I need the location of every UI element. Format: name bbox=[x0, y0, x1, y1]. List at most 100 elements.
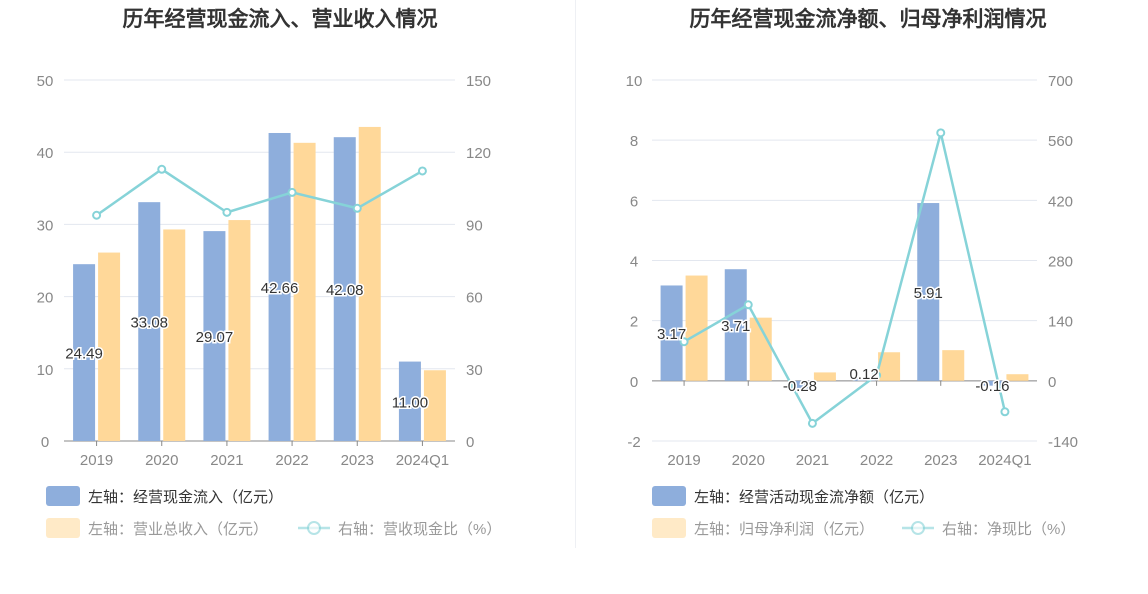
bar-data-label: 3.17 bbox=[657, 326, 686, 343]
line-point-2023 bbox=[936, 128, 946, 138]
legend: 左轴：经营现金流入（亿元） 左轴：营业总收入（亿元） 右轴：营收现金比（%） bbox=[46, 486, 501, 538]
x-axis-label: 2019 bbox=[667, 452, 700, 469]
x-axis-label: 2023 bbox=[924, 452, 957, 469]
left-axis-tick: 8 bbox=[630, 133, 638, 150]
bar-secondary-2020 bbox=[163, 229, 186, 441]
left-axis-tick: 20 bbox=[37, 290, 54, 307]
bar-primary-2019 bbox=[660, 285, 683, 381]
bar-secondary-2019 bbox=[98, 252, 121, 441]
bar-data-label: 3.71 bbox=[721, 318, 750, 335]
bar-primary-2022 bbox=[853, 377, 876, 381]
legend-label-primary: 左轴：经营现金流入（亿元） bbox=[88, 489, 283, 506]
chart-right: 历年经营现金流净额、归母净利润情况 -2 0 2 4 6 8 10 -140 0 140 280 420… bbox=[626, 7, 1078, 538]
right-axis-tick: 0 bbox=[466, 434, 474, 451]
line-series-ratio bbox=[683, 132, 1007, 426]
right-axis-tick: 30 bbox=[466, 362, 483, 379]
chart-panel-left: 历年经营现金流入、营业收入情况 0 10 20 30 40 50 0 30 60 90 120 150 2… bbox=[0, 0, 574, 589]
left-axis-tick: 40 bbox=[37, 145, 54, 162]
x-axis-label: 2020 bbox=[732, 452, 765, 469]
bar-secondary-2021 bbox=[228, 220, 251, 441]
right-axis-tick: 140 bbox=[1048, 314, 1073, 331]
legend-label-primary: 左轴：经营活动现金流净额（亿元） bbox=[694, 489, 934, 506]
bar-primary-2021 bbox=[788, 380, 811, 390]
right-axis-tick: 150 bbox=[466, 73, 491, 90]
bar-primary-2019 bbox=[73, 264, 96, 441]
x-axis-label: 2024Q1 bbox=[978, 452, 1031, 469]
line-point-2021 bbox=[807, 418, 817, 428]
bar-data-label: 42.08 bbox=[326, 282, 364, 299]
line-point-2022 bbox=[872, 370, 882, 380]
bar-primary-2020 bbox=[724, 269, 747, 381]
x-axis-label: 2022 bbox=[275, 452, 308, 469]
legend-swatch-line-point bbox=[911, 521, 925, 535]
bar-secondary-2019 bbox=[685, 275, 708, 381]
line-point-2023 bbox=[352, 203, 362, 213]
bar-primary-2024Q1 bbox=[981, 380, 1004, 386]
line-point-2019 bbox=[92, 210, 102, 220]
bar-primary-2022 bbox=[268, 132, 291, 441]
bar-secondary-2022 bbox=[293, 142, 316, 441]
line-point-2022 bbox=[287, 187, 297, 197]
bar-data-label: 33.08 bbox=[130, 315, 168, 332]
bar-secondary-2024Q1 bbox=[1006, 374, 1029, 381]
legend-swatch-primary bbox=[46, 486, 80, 506]
bar-secondary-2023 bbox=[942, 350, 965, 381]
x-axis-label: 2023 bbox=[341, 452, 374, 469]
chart-title: 历年经营现金流入、营业收入情况 bbox=[123, 7, 438, 31]
line-point-2020 bbox=[743, 300, 753, 310]
chart-title: 历年经营现金流净额、归母净利润情况 bbox=[690, 7, 1047, 31]
bar-secondary-2024Q1 bbox=[423, 370, 446, 441]
bar-primary-2020 bbox=[138, 202, 161, 441]
chart-left: 历年经营现金流入、营业收入情况 0 10 20 30 40 50 0 30 60 90 120 150 2… bbox=[37, 7, 501, 538]
line-series-ratio bbox=[95, 167, 424, 217]
right-axis-tick: 700 bbox=[1048, 73, 1073, 90]
left-axis-tick: 30 bbox=[37, 217, 54, 234]
left-axis-tick: 10 bbox=[626, 73, 643, 90]
right-axis-tick: 420 bbox=[1048, 193, 1073, 210]
x-axis-label: 2022 bbox=[860, 452, 893, 469]
right-axis-tick: 60 bbox=[466, 290, 483, 307]
bar-secondary-2022 bbox=[878, 352, 901, 381]
legend-swatch-line-point bbox=[307, 521, 321, 535]
line-point-2020 bbox=[157, 164, 167, 174]
bar-primary-2023 bbox=[333, 137, 356, 441]
right-axis-tick: 280 bbox=[1048, 254, 1073, 271]
bar-primary-2021 bbox=[203, 231, 226, 441]
panel-divider bbox=[575, 0, 576, 548]
bar-data-label: 29.07 bbox=[196, 329, 234, 346]
x-axis-label: 2021 bbox=[796, 452, 829, 469]
legend-label-line: 右轴：净现比（%） bbox=[942, 521, 1075, 538]
bar-secondary-2021 bbox=[813, 372, 836, 381]
x-axis-label: 2021 bbox=[210, 452, 243, 469]
left-axis-tick: 2 bbox=[630, 314, 638, 331]
bar-primary-2024Q1 bbox=[398, 361, 421, 441]
right-axis-tick: -140 bbox=[1048, 434, 1078, 451]
legend-swatch-secondary bbox=[652, 518, 686, 538]
chart-panel-right: 历年经营现金流净额、归母净利润情况 -2 0 2 4 6 8 10 -140 0 140 280 420… bbox=[576, 0, 1148, 589]
x-axis-label: 2024Q1 bbox=[396, 452, 449, 469]
left-axis-tick: 50 bbox=[37, 73, 54, 90]
legend: 左轴：经营活动现金流净额（亿元） 左轴：归母净利润（亿元） 右轴：净现比（%） bbox=[652, 486, 1075, 538]
legend-swatch-secondary bbox=[46, 518, 80, 538]
left-axis-tick: -2 bbox=[627, 434, 640, 451]
bar-data-label: 5.91 bbox=[914, 285, 943, 302]
line-point-2021 bbox=[222, 207, 232, 217]
x-axis-label: 2020 bbox=[145, 452, 178, 469]
bar-data-label: 11.00 bbox=[392, 394, 428, 411]
bar-data-label: 0.12 bbox=[849, 366, 878, 383]
right-axis-tick: 560 bbox=[1048, 133, 1073, 150]
bar-data-label: 42.66 bbox=[261, 280, 299, 297]
bar-data-label: 24.49 bbox=[65, 346, 103, 363]
legend-label-line: 右轴：营收现金比（%） bbox=[338, 521, 501, 538]
line-point-2024Q1 bbox=[1000, 407, 1010, 417]
bar-data-label: -0.16 bbox=[975, 378, 1009, 395]
legend-swatch-primary bbox=[652, 486, 686, 506]
legend-label-secondary: 左轴：归母净利润（亿元） bbox=[694, 521, 874, 538]
left-axis-tick: 4 bbox=[630, 254, 638, 271]
x-axis-label: 2019 bbox=[80, 452, 113, 469]
left-axis-tick: 0 bbox=[41, 434, 49, 451]
left-axis-tick: 0 bbox=[630, 374, 638, 391]
line-point-2019 bbox=[679, 337, 689, 347]
legend-label-secondary: 左轴：营业总收入（亿元） bbox=[88, 521, 268, 538]
bar-data-label: -0.28 bbox=[783, 378, 817, 395]
